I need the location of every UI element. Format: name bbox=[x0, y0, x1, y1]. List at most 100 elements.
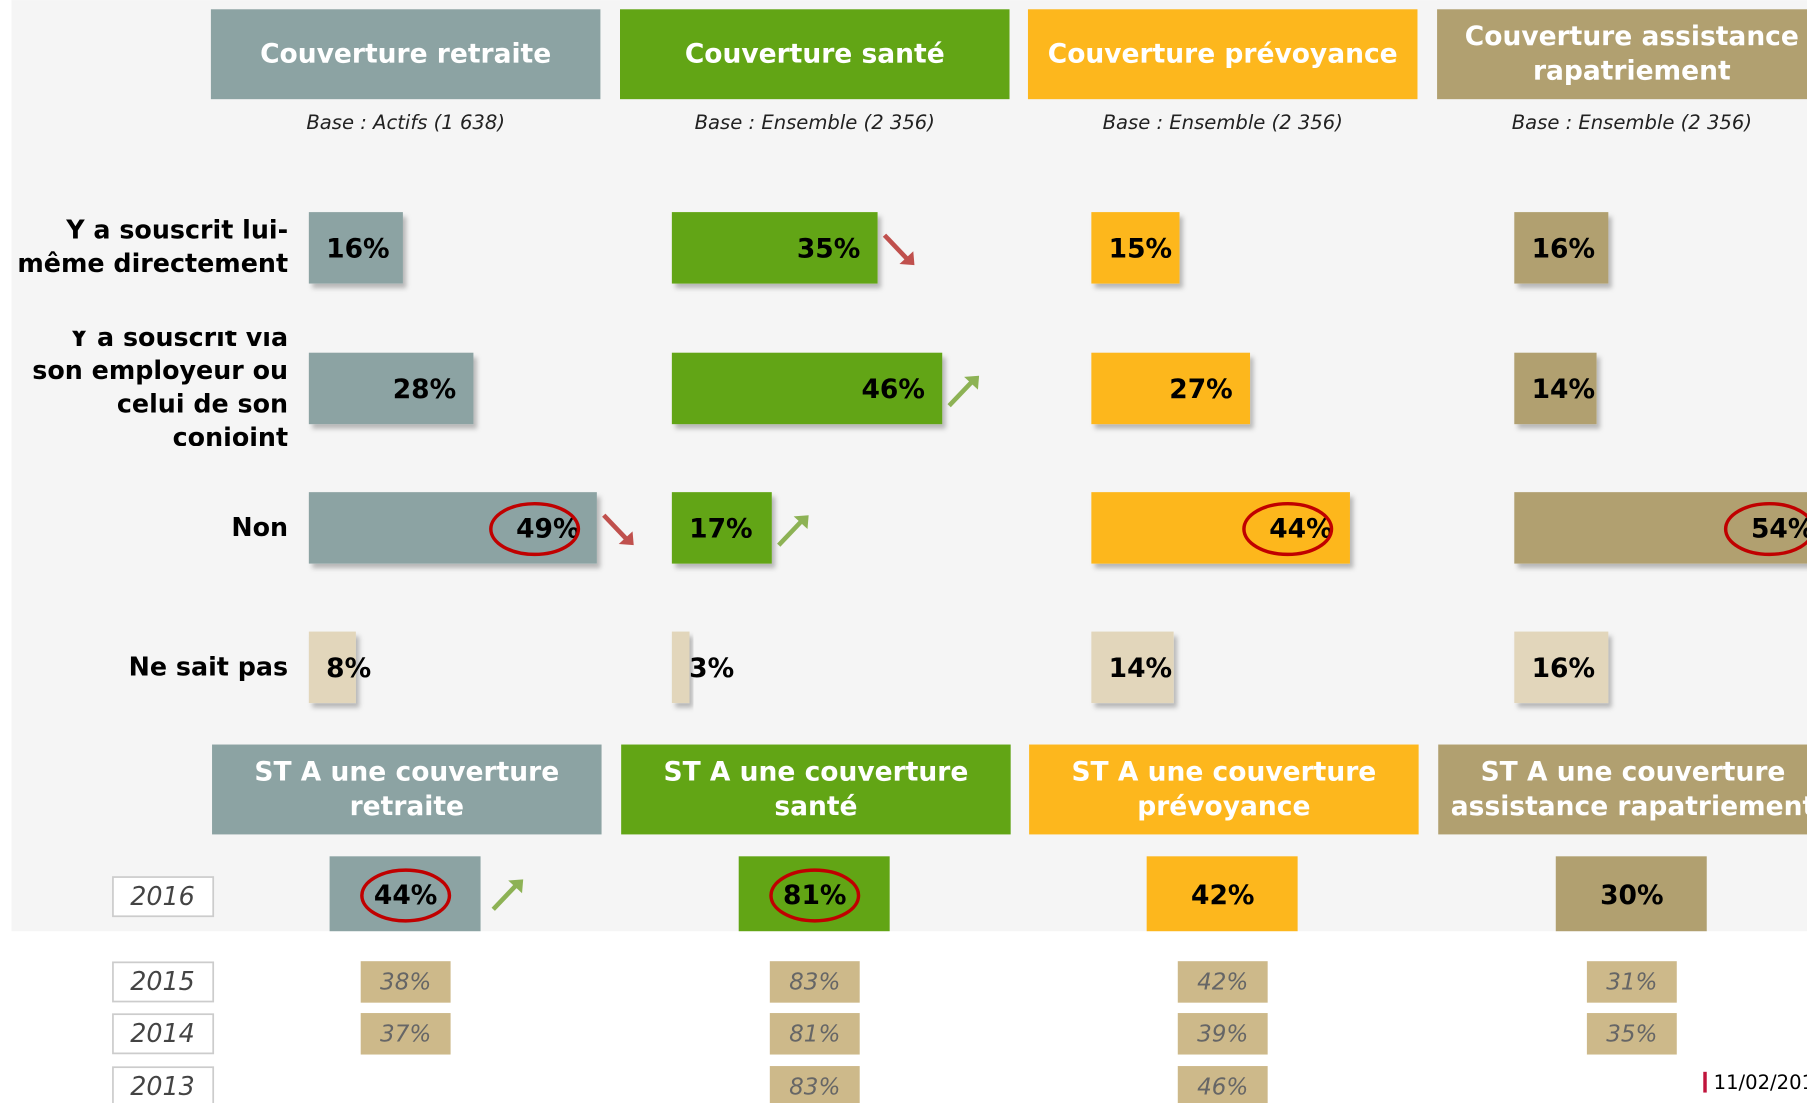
history-box bbox=[769, 1066, 860, 1103]
highlight-circle bbox=[360, 868, 452, 923]
history-box bbox=[1177, 1013, 1268, 1055]
chart-subtitle: Base : Actifs (1 638) bbox=[306, 111, 505, 134]
row-label: Ne sait pas bbox=[128, 652, 289, 682]
bar bbox=[671, 631, 690, 704]
trend-arrow-head bbox=[964, 375, 980, 390]
row-label-box: Ne sait pas bbox=[128, 652, 289, 682]
bar bbox=[308, 352, 474, 425]
highlight-circle bbox=[769, 868, 861, 923]
bar bbox=[1514, 631, 1609, 704]
value-label: 27% bbox=[1169, 374, 1232, 405]
row-label-box: Non bbox=[231, 513, 289, 543]
total-title: ST A une couverture santé bbox=[663, 757, 969, 822]
history-box bbox=[769, 1013, 860, 1055]
chart-title: Couverture assistance rapatriement bbox=[1464, 21, 1799, 87]
history-label: 81% bbox=[789, 1021, 840, 1047]
row-label: Y a souscrit lui-même directement bbox=[17, 216, 289, 279]
chart-subtitle: Base : Ensemble (2 356) bbox=[695, 111, 935, 134]
year-box bbox=[112, 961, 215, 1003]
value-label: 49% bbox=[516, 514, 579, 545]
trend-arrow-head bbox=[793, 515, 809, 530]
year-label: 2016 bbox=[130, 881, 195, 911]
bar bbox=[1514, 212, 1609, 284]
history-label: 42% bbox=[1197, 970, 1248, 996]
highlight-circle bbox=[1242, 501, 1334, 557]
row-label: Y a souscrit via son employeur ou celui … bbox=[32, 330, 289, 447]
history-box bbox=[1586, 1013, 1677, 1055]
header-box bbox=[210, 9, 601, 100]
history-box bbox=[360, 961, 451, 1003]
value-label: 16% bbox=[1532, 653, 1595, 684]
bar bbox=[308, 631, 356, 704]
trend-arrow bbox=[602, 513, 629, 541]
history-label: 35% bbox=[1606, 1021, 1657, 1047]
total-title: ST A une couverture assistance rapatriem… bbox=[1450, 757, 1807, 822]
total-header-box bbox=[621, 744, 1011, 835]
chart-title: Couverture prévoyance bbox=[1047, 39, 1398, 70]
trend-arrow bbox=[777, 519, 804, 547]
value-label: 16% bbox=[326, 234, 389, 265]
history-label: 37% bbox=[380, 1021, 431, 1047]
total-bar bbox=[1146, 856, 1298, 932]
chart-title-box: Couverture santé bbox=[685, 39, 945, 69]
history-label: 46% bbox=[1197, 1074, 1248, 1100]
bar bbox=[1091, 631, 1174, 704]
value-label: 44% bbox=[1269, 514, 1332, 545]
highlight-circle bbox=[489, 501, 581, 557]
chart-title: Couverture retraite bbox=[260, 39, 552, 70]
value-label: 3% bbox=[689, 653, 734, 684]
chart-title-box: Couverture prévoyance bbox=[1047, 39, 1398, 70]
total-value-label: 81% bbox=[783, 880, 846, 911]
year-box bbox=[112, 1066, 215, 1103]
history-label: 38% bbox=[380, 970, 431, 996]
trend-arrow-head bbox=[899, 251, 915, 266]
bar bbox=[671, 352, 943, 425]
bar bbox=[308, 212, 403, 284]
value-label: 54% bbox=[1751, 514, 1807, 545]
history-label: 39% bbox=[1197, 1021, 1248, 1047]
value-label: 35% bbox=[797, 234, 860, 265]
total-title-box: ST A une couverture assistance rapatriem… bbox=[1450, 757, 1807, 822]
footer-date: 11/02/201 bbox=[1714, 1071, 1807, 1094]
bar bbox=[1514, 352, 1597, 425]
header-box bbox=[1027, 9, 1418, 100]
trend-arrow bbox=[882, 233, 910, 261]
value-label: 16% bbox=[1532, 234, 1595, 265]
highlight-circle bbox=[1723, 501, 1807, 557]
row-label: Non bbox=[231, 513, 289, 543]
total-title-box: ST A une couverture santé bbox=[663, 757, 969, 822]
total-header-box bbox=[212, 744, 602, 835]
value-label: 28% bbox=[393, 374, 456, 405]
history-box bbox=[1177, 961, 1268, 1003]
value-label: 15% bbox=[1109, 234, 1172, 265]
chart-title-box: Couverture assistance rapatriement bbox=[1464, 21, 1799, 87]
trend-arrow bbox=[947, 379, 974, 408]
history-box bbox=[1177, 1066, 1268, 1103]
value-label: 14% bbox=[1109, 653, 1172, 684]
history-label: 83% bbox=[789, 1074, 840, 1100]
history-box bbox=[1586, 961, 1677, 1003]
chart-subtitle: Base : Ensemble (2 356) bbox=[1512, 111, 1752, 134]
year-label: 2013 bbox=[130, 1071, 195, 1101]
value-label: 8% bbox=[326, 653, 371, 684]
year-label: 2014 bbox=[130, 1018, 195, 1048]
total-header-box bbox=[1438, 744, 1807, 835]
total-title-box: ST A une couverture prévoyance bbox=[1071, 757, 1376, 822]
history-box bbox=[360, 1013, 451, 1055]
history-label: 83% bbox=[789, 970, 840, 996]
row-label-box: Y a souscrit via son employeur ou celui … bbox=[32, 330, 289, 447]
total-value-label: 30% bbox=[1600, 880, 1663, 911]
bar bbox=[671, 492, 772, 564]
total-bar bbox=[1555, 856, 1707, 932]
footer-mark bbox=[1703, 1071, 1707, 1093]
chart-subtitle: Base : Ensemble (2 356) bbox=[1103, 111, 1343, 134]
bar bbox=[671, 212, 878, 284]
value-label: 14% bbox=[1532, 374, 1595, 405]
year-box bbox=[112, 876, 215, 918]
header-box bbox=[1437, 9, 1807, 100]
year-label: 2015 bbox=[130, 966, 195, 996]
total-header-box bbox=[1029, 744, 1419, 835]
total-title-box: ST A une couverture retraite bbox=[254, 757, 559, 822]
